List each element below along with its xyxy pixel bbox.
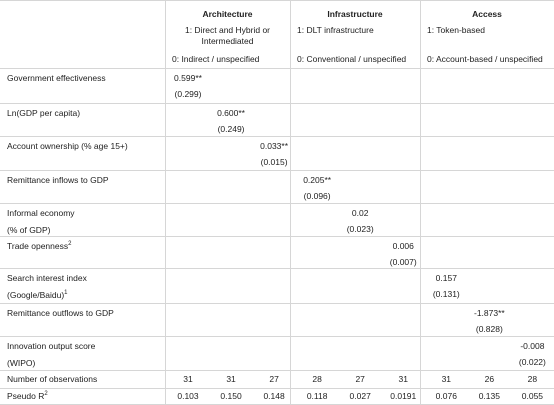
pseudo-r2: 0.148 xyxy=(263,391,285,401)
observations: 28 xyxy=(527,374,538,384)
pseudo-r2: 0.118 xyxy=(306,391,328,401)
coefficient: 0.033** xyxy=(260,141,289,151)
std-error: (0.828) xyxy=(475,324,503,334)
row-label: Remittance inflows to GDP xyxy=(7,175,109,185)
row-rule xyxy=(0,370,554,371)
group-title: Access xyxy=(472,9,502,19)
row-rule xyxy=(0,268,554,269)
row-label: Account ownership (% age 15+) xyxy=(7,141,128,151)
pseudo-r2: 0.027 xyxy=(349,391,371,401)
group-code-0: 0: Account-based / unspecified xyxy=(427,54,543,64)
superscript: 1 xyxy=(64,290,68,297)
pseudo-r2: 0.103 xyxy=(177,391,199,401)
group-title: Infrastructure xyxy=(327,9,383,19)
col-rule xyxy=(420,0,421,405)
row-label: Innovation output score xyxy=(7,341,96,351)
row-rule xyxy=(0,103,554,104)
observations: 27 xyxy=(269,374,279,384)
std-error: (0.096) xyxy=(303,191,331,201)
observations: 31 xyxy=(398,374,408,384)
pseudo-r2: 0.0191 xyxy=(390,391,417,401)
coefficient: 0.599** xyxy=(174,73,202,83)
row-label: (% of GDP) xyxy=(7,225,51,235)
row-rule xyxy=(0,203,554,204)
std-error: (0.022) xyxy=(518,357,546,367)
coefficient: 0.600** xyxy=(217,108,245,118)
group-code-0: 0: Conventional / unspecified xyxy=(297,54,407,64)
coefficient: -1.873** xyxy=(473,308,505,318)
group-code-0: 0: Indirect / unspecified xyxy=(172,54,260,64)
group-code-1: 1: Token-based xyxy=(427,25,485,35)
coefficient: 0.02 xyxy=(351,208,369,218)
row-rule xyxy=(0,388,554,389)
pseudo-r2: 0.135 xyxy=(478,391,500,401)
observations: 27 xyxy=(355,374,365,384)
row-rule xyxy=(0,170,554,171)
row-label: Government effectiveness xyxy=(7,73,106,83)
row-label: Pseudo R2 xyxy=(7,391,48,401)
std-error: (0.131) xyxy=(432,289,460,299)
std-error: (0.015) xyxy=(260,157,288,167)
coefficient: 0.157 xyxy=(435,273,457,283)
std-error: (0.299) xyxy=(174,89,202,99)
observations: 31 xyxy=(441,374,452,384)
coefficient: -0.008 xyxy=(520,341,545,351)
row-label: Ln(GDP per capita) xyxy=(7,108,81,118)
row-label: (Google/Baidu)1 xyxy=(7,290,68,300)
row-label: Trade openness2 xyxy=(7,241,72,251)
row-rule xyxy=(0,68,554,69)
pseudo-r2: 0.076 xyxy=(435,391,457,401)
observations: 31 xyxy=(226,374,236,384)
col-rule xyxy=(290,0,291,405)
group-code-1: 1: DLT infrastructure xyxy=(297,25,374,35)
observations: 26 xyxy=(484,374,495,384)
pseudo-r2: 0.055 xyxy=(521,391,544,401)
row-label: Search interest index xyxy=(7,273,87,283)
row-label: Remittance outflows to GDP xyxy=(7,308,114,318)
row-rule xyxy=(0,136,554,137)
col-rule xyxy=(165,0,166,405)
pseudo-r2: 0.150 xyxy=(220,391,242,401)
row-rule xyxy=(0,303,554,304)
std-error: (0.023) xyxy=(346,224,374,234)
row-label: Informal economy xyxy=(7,208,75,218)
std-error: (0.249) xyxy=(217,124,245,134)
coefficient: 0.205** xyxy=(303,175,332,185)
row-rule xyxy=(0,336,554,337)
std-error: (0.007) xyxy=(389,257,417,267)
observations: 28 xyxy=(312,374,322,384)
superscript: 2 xyxy=(44,391,48,398)
row-label: Number of observations xyxy=(7,374,98,384)
row-label: (WIPO) xyxy=(7,358,36,368)
coefficient: 0.006 xyxy=(392,241,414,251)
row-rule xyxy=(0,0,554,1)
group-title: Architecture xyxy=(202,9,253,19)
superscript: 2 xyxy=(68,241,72,248)
group-code-1: 1: Direct and Hybrid or Intermediated xyxy=(184,25,271,46)
row-rule xyxy=(0,236,554,237)
observations: 31 xyxy=(183,374,193,384)
